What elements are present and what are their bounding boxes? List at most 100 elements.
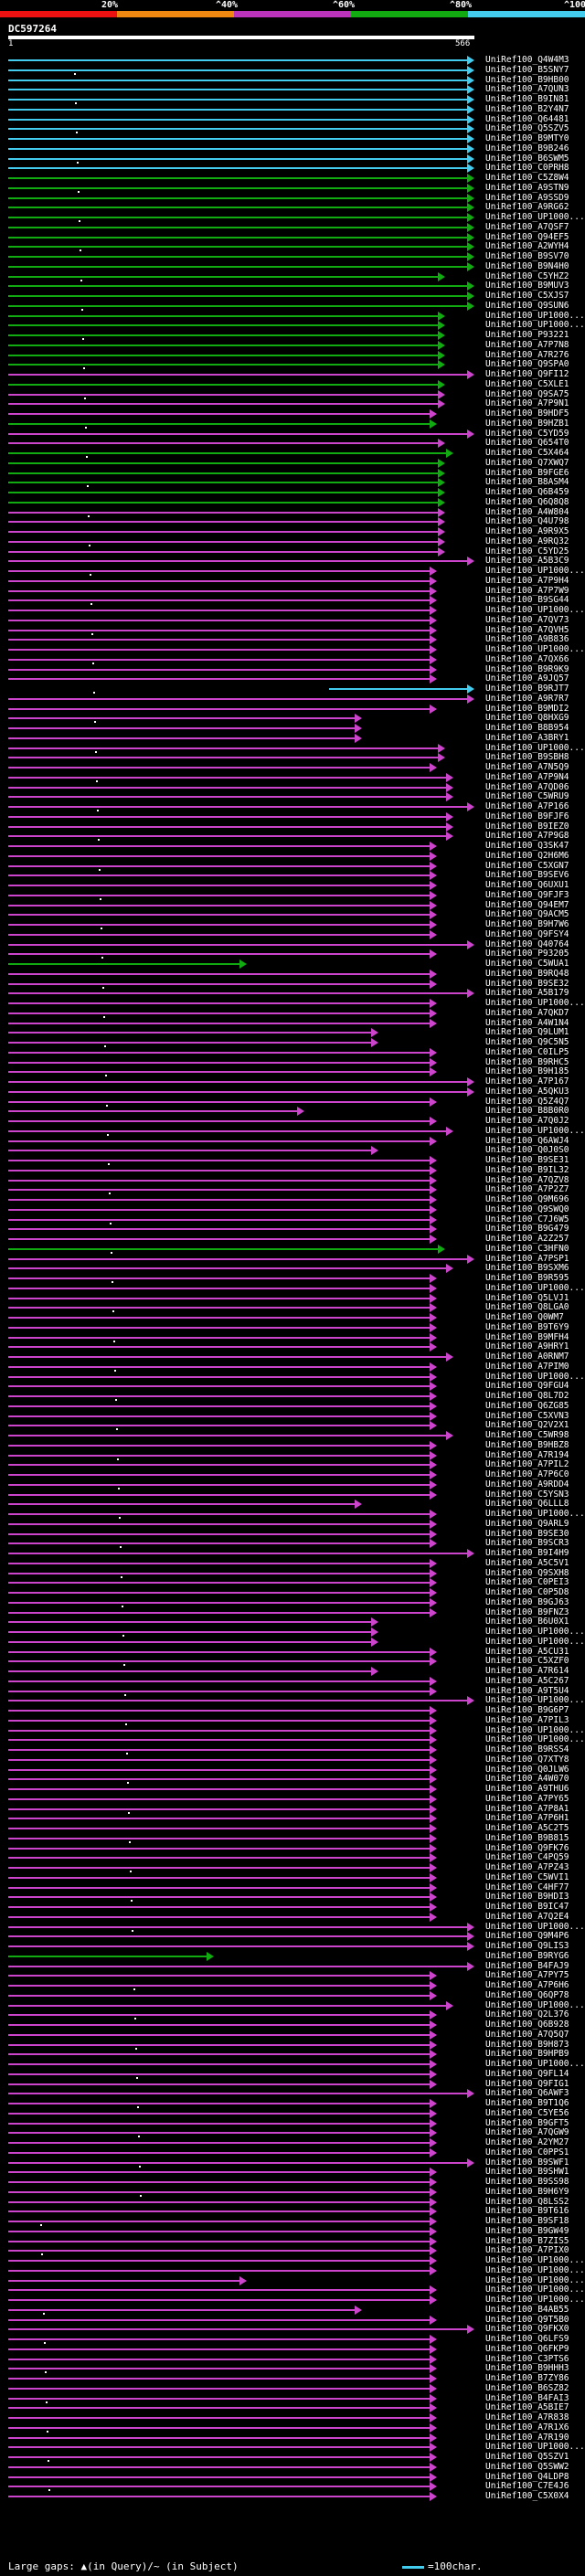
hit-bar[interactable]: [8, 845, 431, 847]
hit-label[interactable]: UniRef100_C5YSN3: [485, 1489, 569, 1500]
hit-label[interactable]: UniRef100_Q0J0S0: [485, 1145, 569, 1156]
hit-label[interactable]: UniRef100_B9T6Y9: [485, 1321, 569, 1332]
hit-bar[interactable]: [8, 579, 431, 582]
hit-label[interactable]: UniRef100_Q6AWF3: [485, 2088, 569, 2099]
hit-label[interactable]: UniRef100_B9I4H9: [485, 1548, 569, 1558]
hit-label[interactable]: UniRef100_C5XLE1: [485, 378, 569, 389]
hit-label[interactable]: UniRef100_B8B0R0: [485, 1106, 569, 1117]
hit-label[interactable]: UniRef100_A7N5Q9: [485, 762, 569, 772]
hit-label[interactable]: UniRef100_Q9ARL9: [485, 1518, 569, 1529]
hit-label[interactable]: UniRef100_A5C2T5: [485, 1823, 569, 1833]
hit-label[interactable]: UniRef100_B9SXM6: [485, 1263, 569, 1274]
hit-bar[interactable]: [8, 1189, 431, 1192]
hit-bar[interactable]: [8, 1129, 448, 1132]
hit-bar[interactable]: [8, 610, 431, 611]
hit-label[interactable]: UniRef100_UP1000...: [485, 998, 585, 1008]
hit-label[interactable]: UniRef100_Q6QP78: [485, 1989, 569, 2000]
hit-bar[interactable]: [8, 1317, 431, 1319]
hit-bar[interactable]: [8, 885, 431, 886]
hit-label[interactable]: UniRef100_A4W1N4: [485, 1017, 569, 1028]
hit-label[interactable]: UniRef100_C5YE56: [485, 2107, 569, 2118]
hit-bar[interactable]: [8, 2221, 431, 2222]
hit-label[interactable]: UniRef100_UP1000...: [485, 1371, 585, 1382]
hit-bar[interactable]: [8, 1522, 431, 1525]
hit-label[interactable]: UniRef100_Q6FKP9: [485, 2343, 569, 2354]
hit-label[interactable]: UniRef100_C5XZF0: [485, 1656, 569, 1667]
hit-label[interactable]: UniRef100_A7P2Z7: [485, 1184, 569, 1195]
hit-label[interactable]: UniRef100_C7E4J6: [485, 2481, 569, 2492]
hit-label[interactable]: UniRef100_UP1000...: [485, 1695, 585, 1706]
hit-bar[interactable]: [8, 2230, 431, 2232]
hit-label[interactable]: UniRef100_Q9SUN6: [485, 300, 569, 311]
hit-bar[interactable]: [8, 2063, 431, 2065]
hit-label[interactable]: UniRef100_B9GFT5: [485, 2117, 569, 2128]
hit-bar[interactable]: [8, 128, 469, 131]
hit-label[interactable]: UniRef100_A7QV73: [485, 614, 569, 625]
hit-label[interactable]: UniRef100_A7QKD7: [485, 1007, 569, 1018]
hit-bar[interactable]: [8, 383, 440, 386]
hit-label[interactable]: UniRef100_Q5SWW2: [485, 2461, 569, 2472]
hit-label[interactable]: UniRef100_Q9FGU4: [485, 1381, 569, 1392]
hit-label[interactable]: UniRef100_A9THU6: [485, 1784, 569, 1794]
hit-bar[interactable]: [8, 1090, 469, 1093]
hit-label[interactable]: UniRef100_Q9M4P6: [485, 1931, 569, 1942]
hit-label[interactable]: UniRef100_B9RQ48: [485, 968, 569, 979]
hit-label[interactable]: UniRef100_Q0JLW6: [485, 1764, 569, 1775]
hit-label[interactable]: UniRef100_B4FAI3: [485, 2392, 569, 2403]
hit-label[interactable]: UniRef100_C5XVN3: [485, 1410, 569, 1421]
hit-label[interactable]: UniRef100_B9SE31: [485, 1155, 569, 1165]
hit-label[interactable]: UniRef100_Q7XTY8: [485, 1754, 569, 1765]
hit-label[interactable]: UniRef100_A7P9G8: [485, 831, 569, 842]
hit-bar[interactable]: [8, 786, 448, 789]
hit-label[interactable]: UniRef100_B9SS98: [485, 2177, 569, 2187]
hit-label[interactable]: UniRef100_B9B246: [485, 143, 569, 154]
hit-bar[interactable]: [8, 482, 440, 484]
hit-bar[interactable]: [8, 2378, 431, 2380]
hit-bar[interactable]: [8, 806, 469, 808]
hit-bar[interactable]: [8, 118, 469, 121]
hit-label[interactable]: UniRef100_A9RQ32: [485, 535, 569, 546]
hit-bar[interactable]: [8, 1592, 431, 1594]
hit-label[interactable]: UniRef100_Q4LDP8: [485, 2471, 569, 2482]
hit-bar[interactable]: [8, 354, 440, 356]
hit-label[interactable]: UniRef100_B9G479: [485, 1224, 569, 1235]
hit-bar[interactable]: [8, 492, 440, 493]
hit-bar[interactable]: [8, 1828, 431, 1829]
hit-label[interactable]: UniRef100_B9N4H0: [485, 260, 569, 271]
hit-label[interactable]: UniRef100_B9HBZ8: [485, 1439, 569, 1450]
hit-bar[interactable]: [8, 1553, 469, 1554]
hit-bar[interactable]: [8, 1710, 431, 1712]
hit-label[interactable]: UniRef100_A7P6H6: [485, 1980, 569, 1990]
hit-label[interactable]: UniRef100_Q6LFS9: [485, 2334, 569, 2344]
hit-bar[interactable]: [8, 1542, 431, 1545]
hit-bar[interactable]: [8, 1532, 431, 1535]
hit-label[interactable]: UniRef100_Q6Q8Q8: [485, 496, 569, 507]
hit-label[interactable]: UniRef100_C0ILP5: [485, 1046, 569, 1057]
hit-label[interactable]: UniRef100_A9HRY1: [485, 1341, 569, 1352]
hit-bar[interactable]: [8, 629, 431, 631]
hit-bar[interactable]: [8, 894, 431, 896]
hit-bar[interactable]: [8, 2496, 431, 2497]
hit-bar[interactable]: [8, 1336, 431, 1339]
hit-bar[interactable]: [8, 314, 440, 317]
hit-bar[interactable]: [8, 1945, 469, 1947]
hit-label[interactable]: UniRef100_B9SEV6: [485, 870, 569, 881]
hit-bar[interactable]: [8, 1915, 431, 1918]
hit-bar[interactable]: [8, 2151, 431, 2154]
hit-bar[interactable]: [8, 2122, 431, 2125]
hit-bar[interactable]: [8, 1906, 431, 1908]
hit-bar[interactable]: [8, 2436, 431, 2439]
hit-bar[interactable]: [8, 649, 431, 651]
hit-label[interactable]: UniRef100_C5X0X4: [485, 2491, 569, 2501]
hit-label[interactable]: UniRef100_Q9M696: [485, 1194, 569, 1204]
hit-bar[interactable]: [8, 2190, 431, 2193]
hit-bar[interactable]: [8, 2308, 357, 2311]
hit-bar[interactable]: [8, 2486, 431, 2488]
hit-label[interactable]: UniRef100_A7P6C0: [485, 1469, 569, 1479]
hit-bar[interactable]: [8, 1179, 431, 1182]
hit-bar[interactable]: [8, 1140, 431, 1142]
hit-bar[interactable]: [8, 747, 440, 749]
hit-label[interactable]: UniRef100_UP1000...: [485, 644, 585, 654]
hit-bar[interactable]: [8, 540, 440, 543]
hit-label[interactable]: UniRef100_UP1000...: [485, 2274, 585, 2285]
